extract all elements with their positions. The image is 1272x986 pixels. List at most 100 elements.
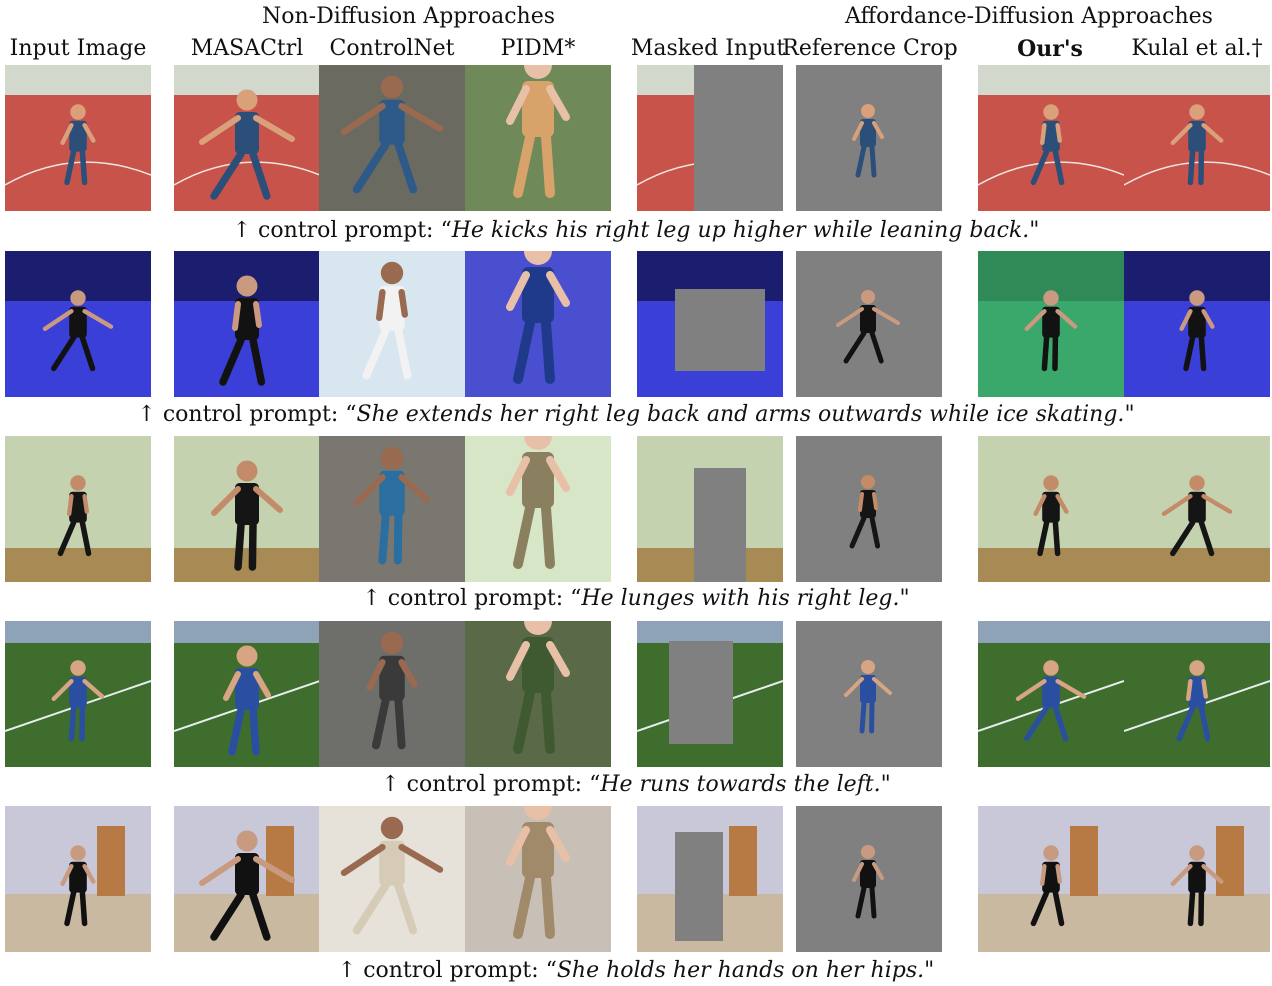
person-figure	[1179, 290, 1215, 372]
result-row	[0, 806, 1272, 952]
image-tile-ours	[978, 621, 1124, 767]
result-row	[0, 65, 1272, 211]
image-tile-pidm	[465, 621, 611, 767]
caption-suffix: "	[1029, 218, 1040, 243]
image-kulal	[1124, 621, 1270, 767]
image-controlnet	[319, 806, 465, 952]
image-tile-controlnet	[319, 436, 465, 582]
image-tile-masked-input	[637, 436, 783, 582]
column-header-input-image: Input Image	[9, 36, 147, 61]
image-reference-crop	[796, 65, 942, 211]
person-figure	[1030, 845, 1065, 927]
person-figure	[51, 660, 105, 742]
control-prompt-caption: ↑ control prompt: “She extends her right…	[0, 402, 1272, 427]
image-input-image	[5, 65, 151, 211]
image-ours	[978, 806, 1124, 952]
image-masactrl	[174, 621, 320, 767]
result-row	[0, 621, 1272, 767]
image-tile-controlnet	[319, 806, 465, 952]
image-input-image	[5, 621, 151, 767]
person-figure	[506, 806, 570, 939]
person-figure	[1030, 104, 1065, 186]
image-tile-masked-input	[637, 806, 783, 952]
person-figure	[60, 104, 96, 186]
person-figure	[57, 475, 92, 557]
image-input-image	[5, 251, 151, 397]
image-masactrl	[174, 436, 320, 582]
image-tile-pidm	[465, 65, 611, 211]
caption-prefix: ↑ control prompt: “	[232, 218, 452, 243]
result-row	[0, 436, 1272, 582]
image-reference-crop	[796, 436, 942, 582]
mask-region	[675, 289, 765, 371]
person-figure	[849, 475, 881, 549]
person-figure	[60, 845, 96, 927]
image-tile-reference-crop	[796, 65, 942, 211]
person-figure	[852, 845, 884, 919]
column-header-kulal: Kulal et al.†	[1131, 36, 1263, 61]
caption-prefix: ↑ control prompt: “	[362, 586, 582, 611]
person-figure	[1170, 104, 1224, 186]
image-input-image	[5, 806, 151, 952]
image-tile-reference-crop	[796, 806, 942, 952]
image-tile-masked-input	[637, 65, 783, 211]
control-prompt-text: He lunges with his right leg.	[581, 586, 900, 611]
mask-region	[669, 641, 733, 744]
person-figure	[506, 251, 570, 384]
image-tile-pidm	[465, 436, 611, 582]
image-kulal	[1124, 806, 1270, 952]
image-masked-input	[637, 436, 783, 582]
image-reference-crop	[796, 251, 942, 397]
image-masactrl	[174, 806, 320, 952]
image-tile-masactrl	[174, 251, 320, 397]
image-tile-input-image	[5, 436, 151, 582]
image-tile-masked-input	[637, 621, 783, 767]
caption-suffix: "	[924, 958, 935, 983]
person-figure	[1015, 660, 1087, 742]
image-tile-kulal	[1124, 621, 1270, 767]
image-pidm	[465, 251, 611, 397]
image-tile-input-image	[5, 251, 151, 397]
image-tile-ours	[978, 806, 1124, 952]
group-header-affordance-diffusion: Affordance-Diffusion Approaches	[845, 4, 1213, 29]
image-tile-reference-crop	[796, 436, 942, 582]
image-kulal	[1124, 436, 1270, 582]
image-tile-controlnet	[319, 251, 465, 397]
control-prompt-text: He runs towards the left.	[600, 772, 881, 797]
image-tile-controlnet	[319, 65, 465, 211]
person-figure	[340, 75, 444, 194]
image-masked-input	[637, 251, 783, 397]
caption-prefix: ↑ control prompt: “	[381, 772, 601, 797]
column-header-ours: Our's	[1017, 36, 1083, 62]
image-reference-crop	[796, 621, 942, 767]
image-tile-ours	[978, 65, 1124, 211]
person-figure	[836, 290, 900, 364]
image-masactrl	[174, 65, 320, 211]
person-figure	[199, 830, 295, 941]
caption-suffix: "	[1124, 402, 1135, 427]
control-prompt-caption: ↑ control prompt: “She holds her hands o…	[0, 958, 1272, 983]
column-header-pidm: PIDM*	[500, 36, 576, 61]
person-figure	[340, 816, 444, 935]
image-masked-input	[637, 806, 783, 952]
person-figure	[1161, 475, 1233, 557]
image-pidm	[465, 621, 611, 767]
image-ours	[978, 436, 1124, 582]
image-masactrl	[174, 251, 320, 397]
person-figure	[506, 65, 570, 198]
image-tile-pidm	[465, 251, 611, 397]
image-tile-masactrl	[174, 65, 320, 211]
image-tile-pidm	[465, 806, 611, 952]
image-tile-masactrl	[174, 436, 320, 582]
person-figure	[852, 104, 884, 178]
person-figure	[366, 631, 418, 750]
person-figure	[844, 660, 892, 734]
result-row	[0, 251, 1272, 397]
mask-region	[675, 832, 723, 941]
person-figure	[1170, 845, 1224, 927]
image-tile-input-image	[5, 621, 151, 767]
person-figure	[362, 261, 412, 380]
image-controlnet	[319, 251, 465, 397]
image-tile-masked-input	[637, 251, 783, 397]
control-prompt-text: He kicks his right leg up higher while l…	[451, 218, 1030, 243]
